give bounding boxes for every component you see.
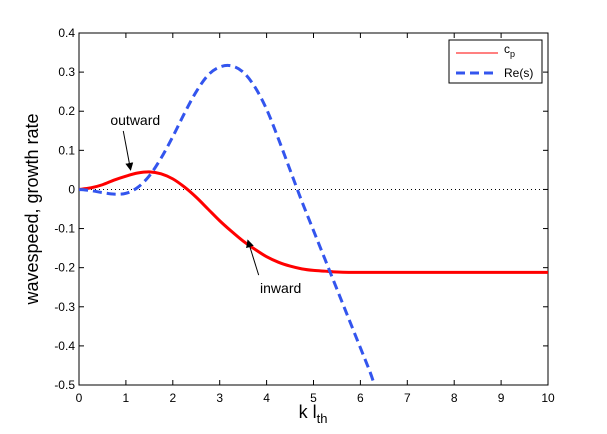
y-tick-label: -0.4 <box>54 339 75 353</box>
x-tick-label: 9 <box>498 391 505 405</box>
x-tick-label: 5 <box>310 391 317 405</box>
legend-label-cp-subscript: p <box>510 49 515 59</box>
x-tick-label: 3 <box>216 391 223 405</box>
y-tick-label: -0.5 <box>54 378 75 392</box>
x-tick-label: 0 <box>76 391 83 405</box>
x-axis-label-main: k l <box>299 402 317 422</box>
annotation-outward: outward <box>110 112 160 128</box>
y-axis-ticks: -0.5 -0.4 -0.3 -0.2 -0.1 0 0.1 0.2 0.3 0.4 <box>54 26 548 392</box>
annotation-arrow-inward <box>246 239 260 276</box>
x-tick-label: 8 <box>451 391 458 405</box>
legend-label-cp-main: c <box>504 42 510 56</box>
x-tick-label: 6 <box>357 391 364 405</box>
legend-box <box>448 39 543 84</box>
series-re-s-line <box>79 63 376 385</box>
plot-area <box>78 32 549 386</box>
x-tick-label: 2 <box>169 391 176 405</box>
y-tick-label: 0.2 <box>58 104 75 118</box>
annotation-arrow-outward <box>122 130 134 171</box>
y-tick-label: 0.4 <box>58 26 75 40</box>
x-axis-label-subscript: th <box>317 411 328 426</box>
legend-label-cp: cp <box>504 42 515 59</box>
x-tick-label: 1 <box>123 391 130 405</box>
x-tick-label: 7 <box>404 391 411 405</box>
y-tick-label: 0 <box>68 182 75 196</box>
annotations: outward inward <box>110 112 301 296</box>
x-axis-label: k lth <box>299 402 328 426</box>
y-axis-label: wavespeed, growth rate <box>22 113 42 305</box>
x-tick-label: 4 <box>263 391 270 405</box>
y-tick-label: 0.3 <box>58 65 75 79</box>
x-tick-label: 10 <box>541 391 555 405</box>
legend-label-re-s: Re(s) <box>504 66 533 80</box>
legend: cp Re(s) <box>448 39 543 84</box>
annotation-inward: inward <box>260 280 301 296</box>
y-tick-label: 0.1 <box>58 143 75 157</box>
y-tick-label: -0.2 <box>54 261 75 275</box>
x-axis-ticks: 0 1 2 3 4 5 6 7 8 9 10 <box>76 33 555 405</box>
y-tick-label: -0.1 <box>54 222 75 236</box>
y-tick-label: -0.3 <box>54 300 75 314</box>
